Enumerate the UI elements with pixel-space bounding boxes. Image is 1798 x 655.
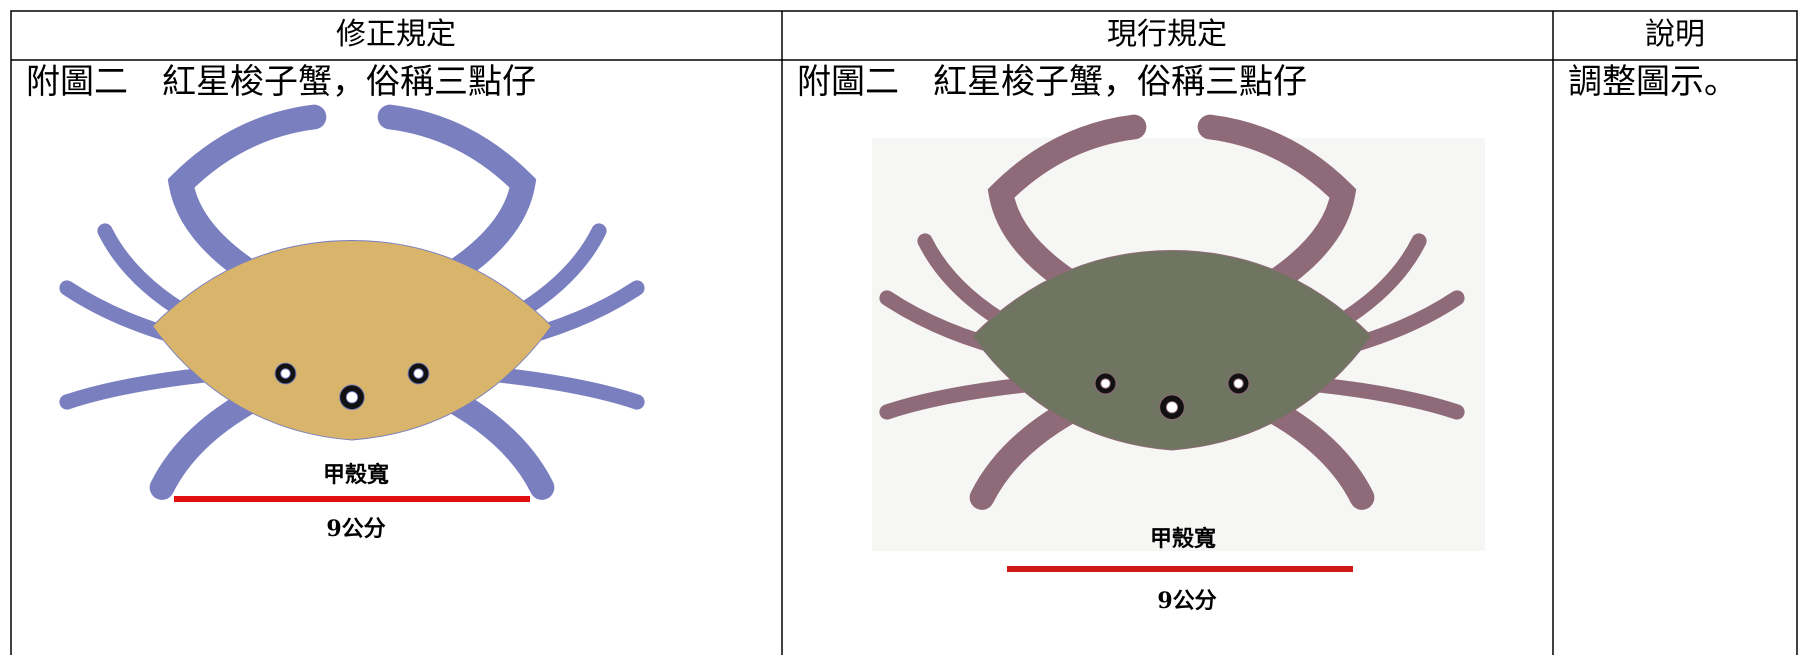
note-cell: 調整圖示。 [1568,62,1738,102]
figure-measure: 9公分 [326,516,385,542]
figure-label: 甲殼寬 [323,462,389,488]
scale-bar [174,496,530,502]
caption: 附圖二 紅星梭子蟹，俗稱三點仔 [26,62,536,102]
figure-label: 甲殼寬 [1150,526,1216,552]
figure-measure: 9公分 [1157,588,1216,614]
caption: 附圖二 紅星梭子蟹，俗稱三點仔 [797,62,1307,102]
table-borders [10,10,1798,655]
header-cell: 說明 [1645,17,1705,52]
header-cell: 修正規定 [336,17,456,52]
scale-bar [1007,566,1353,572]
crab-image [67,117,637,488]
header-cell: 現行規定 [1107,17,1227,52]
